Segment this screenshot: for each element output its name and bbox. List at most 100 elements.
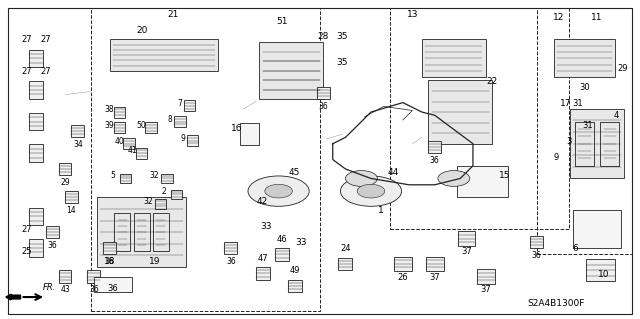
Text: 25: 25: [22, 247, 32, 256]
Circle shape: [357, 184, 385, 198]
Text: 19: 19: [148, 257, 160, 266]
Bar: [134, 213, 150, 251]
Bar: [59, 163, 72, 175]
Bar: [573, 210, 621, 248]
Text: 4: 4: [614, 111, 619, 120]
Text: 16: 16: [232, 124, 243, 133]
Text: 38: 38: [105, 105, 115, 114]
Text: 32: 32: [143, 197, 153, 206]
Text: 7: 7: [177, 99, 182, 108]
Bar: [29, 81, 44, 99]
Bar: [287, 280, 301, 292]
Bar: [255, 267, 269, 280]
Text: 2: 2: [161, 187, 166, 196]
Bar: [103, 242, 116, 254]
Text: 17: 17: [559, 99, 571, 108]
Bar: [136, 148, 147, 159]
Text: 44: 44: [388, 168, 399, 177]
Text: 15: 15: [499, 172, 511, 181]
Text: 30: 30: [579, 83, 589, 92]
Bar: [65, 191, 78, 204]
Bar: [59, 271, 72, 283]
Bar: [155, 199, 166, 209]
Bar: [123, 138, 134, 149]
Text: 40: 40: [115, 137, 124, 146]
Text: 45: 45: [289, 168, 300, 177]
Bar: [113, 107, 125, 118]
Text: 37: 37: [480, 285, 491, 294]
Bar: [537, 8, 632, 254]
Text: 31: 31: [582, 121, 593, 130]
Text: 46: 46: [276, 235, 287, 244]
Bar: [390, 8, 568, 229]
Bar: [531, 236, 543, 248]
FancyArrow shape: [6, 294, 20, 300]
Text: 14: 14: [67, 206, 76, 215]
Text: 1: 1: [378, 206, 383, 215]
Text: 5: 5: [111, 172, 115, 181]
Bar: [575, 122, 594, 166]
Text: 10: 10: [598, 270, 609, 278]
Bar: [570, 109, 624, 178]
Bar: [145, 122, 157, 133]
Text: 36: 36: [89, 285, 99, 294]
Bar: [554, 39, 614, 77]
Text: 34: 34: [73, 140, 83, 149]
Circle shape: [346, 171, 378, 186]
Text: 27: 27: [41, 67, 51, 76]
Text: 33: 33: [260, 222, 271, 231]
Text: 9: 9: [180, 134, 186, 143]
Text: 36: 36: [318, 102, 328, 111]
Bar: [161, 174, 173, 183]
Text: 24: 24: [340, 244, 351, 253]
Text: 36: 36: [108, 284, 118, 293]
Text: 27: 27: [22, 35, 32, 44]
Text: 42: 42: [257, 197, 268, 206]
Text: 27: 27: [22, 225, 32, 234]
Bar: [428, 80, 492, 144]
Bar: [120, 174, 131, 183]
Text: 35: 35: [337, 58, 348, 67]
Bar: [586, 259, 614, 281]
Bar: [72, 125, 84, 137]
Text: 27: 27: [41, 35, 51, 44]
Bar: [184, 100, 195, 111]
Text: 37: 37: [461, 247, 472, 256]
Bar: [477, 269, 495, 284]
Bar: [109, 39, 218, 71]
Bar: [317, 87, 330, 99]
Text: 36: 36: [430, 156, 440, 165]
Text: 41: 41: [127, 146, 137, 155]
Bar: [457, 166, 508, 197]
Circle shape: [340, 176, 401, 206]
Bar: [458, 232, 476, 246]
Text: 49: 49: [289, 266, 300, 275]
Text: 12: 12: [553, 13, 564, 22]
Bar: [339, 257, 353, 270]
Text: 36: 36: [47, 241, 57, 250]
Text: FR.: FR.: [43, 283, 56, 292]
Text: 29: 29: [618, 64, 628, 73]
Circle shape: [265, 184, 292, 198]
Bar: [426, 257, 444, 271]
Circle shape: [438, 171, 470, 186]
Bar: [171, 189, 182, 199]
Text: 9: 9: [553, 152, 558, 161]
Text: 47: 47: [257, 254, 268, 263]
Text: 36: 36: [532, 250, 541, 260]
Text: S2A4B1300F: S2A4B1300F: [527, 299, 584, 308]
Bar: [174, 116, 186, 127]
Text: 39: 39: [105, 121, 115, 130]
Text: 33: 33: [295, 238, 307, 247]
Bar: [46, 226, 59, 238]
Text: 27: 27: [22, 67, 32, 76]
Text: 31: 31: [573, 99, 584, 108]
Text: 22: 22: [486, 77, 498, 85]
Bar: [225, 242, 237, 254]
Text: 26: 26: [397, 273, 408, 282]
Bar: [428, 141, 441, 153]
Text: 29: 29: [60, 178, 70, 187]
Bar: [97, 197, 186, 267]
Text: 8: 8: [168, 115, 173, 123]
Text: 11: 11: [591, 13, 603, 22]
